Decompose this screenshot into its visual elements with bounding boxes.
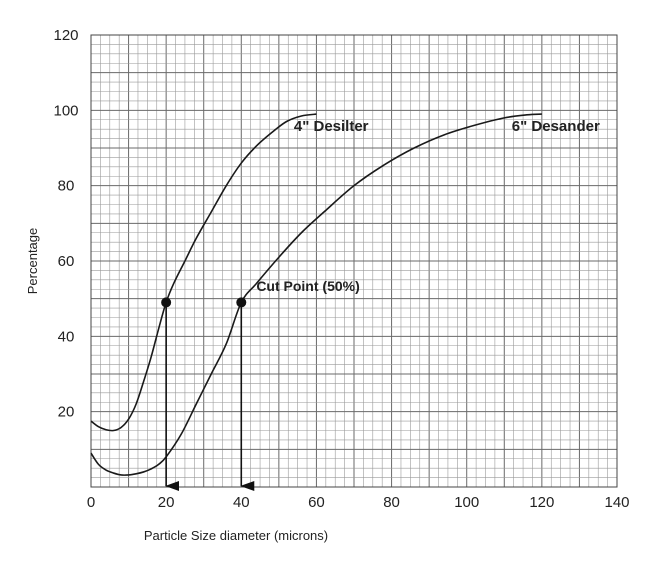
cut-point-layer [161,297,255,491]
series-label-desilter: 4" Desilter [294,118,369,135]
x-tick-label: 140 [604,494,629,511]
x-tick-label: 120 [529,494,554,511]
x-tick-label: 60 [308,494,325,511]
y-tick-label: 100 [53,102,78,119]
y-tick-label: 80 [58,178,75,195]
plot-border [90,34,618,488]
x-tick-label: 100 [454,494,479,511]
series-line-1 [90,113,542,476]
grid [90,34,618,488]
x-tick-label: 20 [158,494,175,511]
x-tick-label: 0 [87,494,95,511]
y-axis-label: Percentage [25,228,40,295]
series-layer [90,113,542,476]
x-tick-label: 40 [233,494,250,511]
cut-point-marker [236,297,247,308]
cut-point-marker [161,297,172,308]
y-tick-label: 60 [58,253,75,270]
y-tick-label: 120 [53,27,78,44]
y-tick-label: 20 [58,404,75,421]
x-tick-label: 80 [383,494,400,511]
axis-ticks: 0 20 40 60 80 100 120 140 20 40 60 80 100 120 [53,27,629,511]
series-line-0 [90,113,317,432]
x-axis-label: Particle Size diameter (microns) [144,528,328,543]
cut-point-annotation: Cut Point (50%) [256,278,359,294]
series-label-desander: 6" Desander [512,118,600,135]
y-tick-label: 40 [58,328,75,345]
